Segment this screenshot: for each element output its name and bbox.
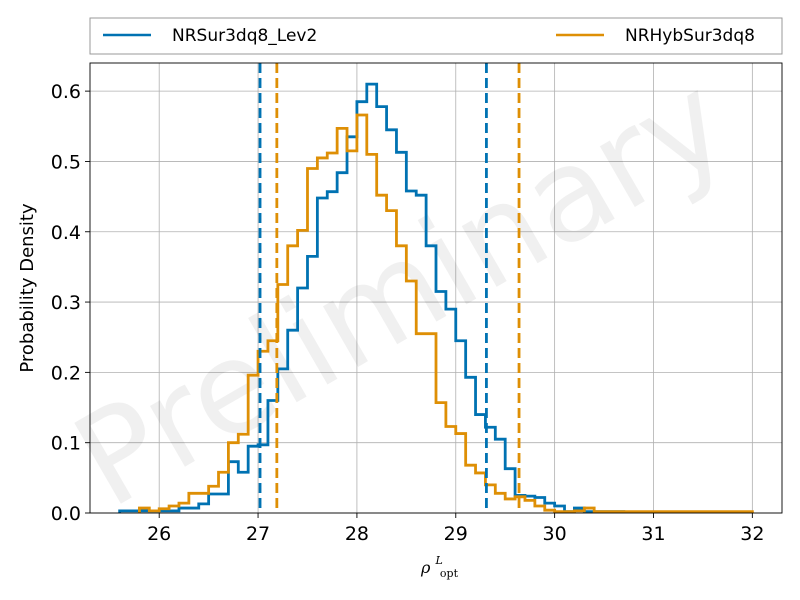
credible-interval-lines — [258, 63, 521, 513]
legend: NRSur3dq8_Lev2 NRHybSur3dq8 — [89, 17, 783, 55]
watermark-text: Preliminary — [51, 46, 751, 536]
plot-frame — [89, 62, 783, 514]
grid — [90, 63, 782, 514]
x-tick-label: 27 — [246, 523, 270, 545]
x-tick-label: 26 — [147, 523, 171, 545]
y-tick-label: 0.1 — [51, 433, 81, 455]
y-tick-label: 0.6 — [51, 81, 81, 103]
histogram-nrhybsur3dq8 — [138, 113, 754, 513]
series-layer — [118, 82, 754, 513]
x-tick-label: 28 — [345, 523, 369, 545]
legend-label-nrhybsur3dq8: NRHybSur3dq8 — [625, 26, 755, 46]
y-axis-ticks: 0.0 0.1 0.2 0.3 0.4 0.5 0.6 — [51, 81, 90, 525]
legend-box — [89, 17, 783, 55]
x-axis-label: ρ L opt — [420, 549, 459, 580]
legend-label-nrsur3dq8-lev2: NRSur3dq8_Lev2 — [172, 26, 317, 46]
y-tick-label: 0.3 — [51, 292, 81, 314]
x-tick-label: 29 — [444, 523, 468, 545]
y-tick-label: 0.4 — [51, 222, 81, 244]
x-axis-label-sub: opt — [440, 567, 459, 580]
y-tick-label: 0.0 — [51, 503, 81, 525]
x-tick-label: 31 — [641, 523, 665, 545]
x-axis-label-sup: L — [435, 554, 443, 567]
x-tick-label: 30 — [543, 523, 567, 545]
x-tick-label: 32 — [740, 523, 764, 545]
x-axis-ticks: 26 27 28 29 30 31 32 — [147, 513, 764, 545]
y-tick-label: 0.2 — [51, 362, 81, 384]
y-tick-label: 0.5 — [51, 151, 81, 173]
y-axis-label: Probability Density — [17, 203, 38, 373]
x-axis-label-symbol: ρ — [420, 558, 431, 577]
histogram-nrsur3dq8-lev2 — [118, 82, 626, 513]
